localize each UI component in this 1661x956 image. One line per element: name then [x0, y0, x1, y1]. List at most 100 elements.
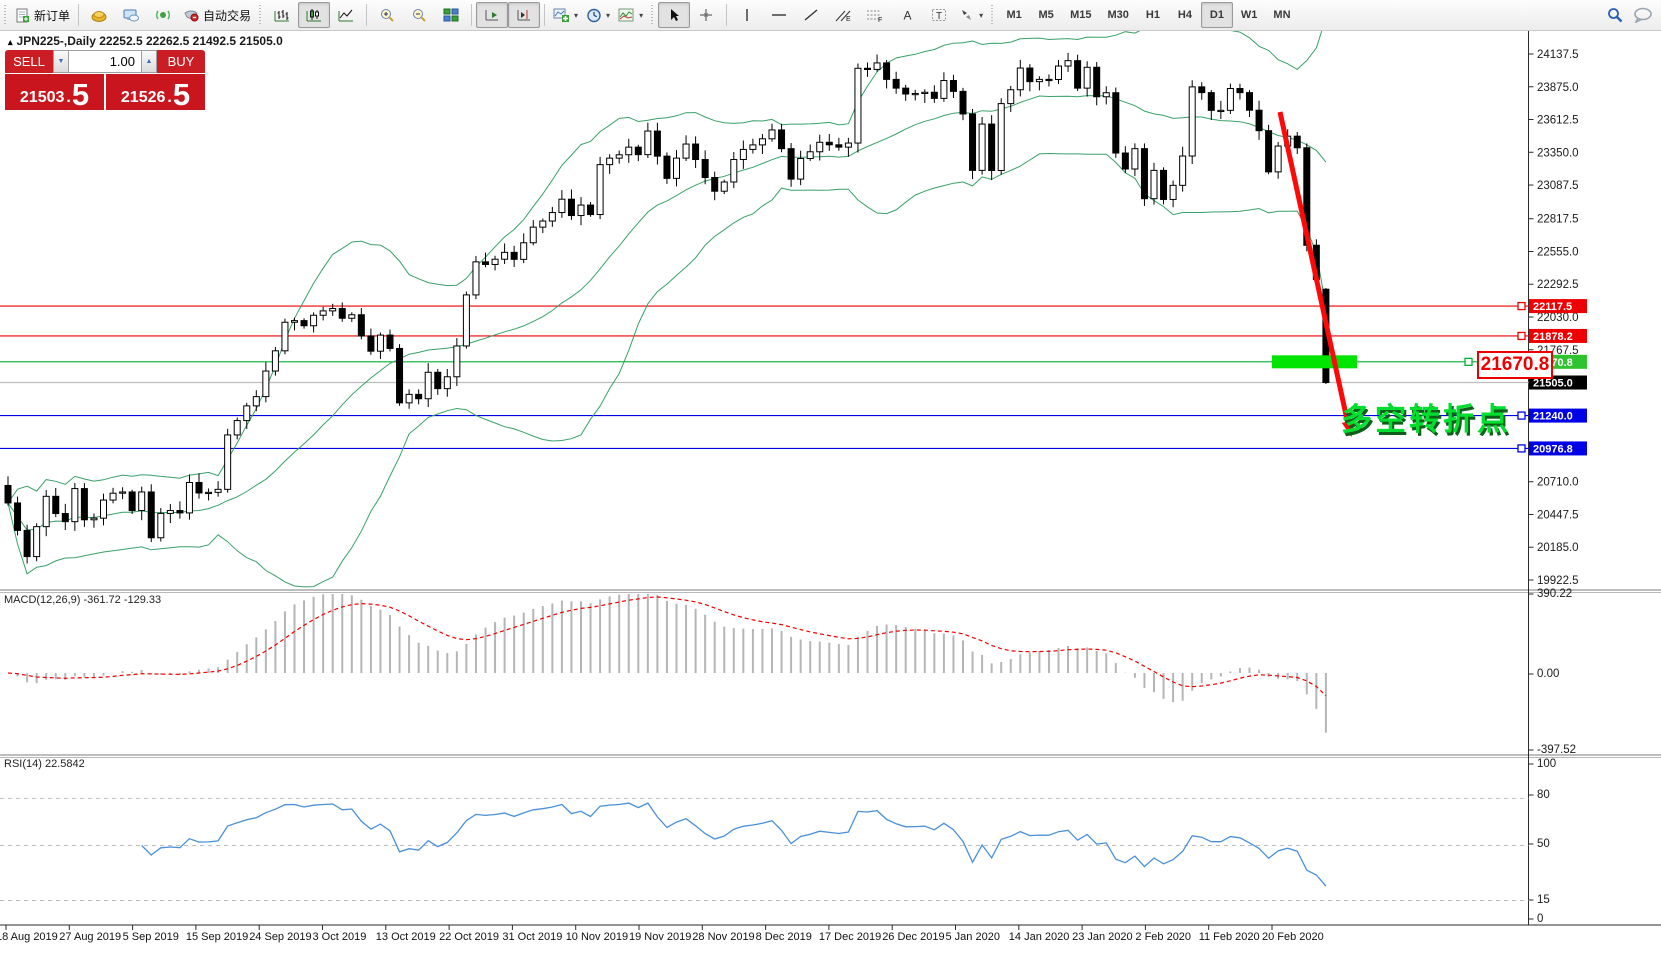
price-tick: 23612.5 [1537, 115, 1579, 127]
candlestick-chart-icon [306, 9, 322, 22]
signals-button[interactable] [147, 2, 179, 28]
crosshair-button[interactable] [690, 2, 722, 28]
tf-label: H1 [1145, 9, 1160, 21]
periods-caret-icon: ▾ [606, 10, 611, 20]
text-label-button[interactable]: T [923, 2, 955, 28]
chart-shift-button[interactable] [508, 2, 541, 28]
chart-shift-icon [517, 10, 531, 21]
volume-input[interactable] [69, 50, 141, 73]
tf-button-D1[interactable]: D1 [1200, 2, 1233, 28]
date-tick: 5 Jan 2020 [946, 931, 1000, 943]
price-line-label-text: 21505.0 [1533, 378, 1573, 390]
bar-chart-button[interactable] [266, 2, 298, 28]
rsi-axis-tick: 15 [1537, 894, 1550, 906]
arrows-caret-icon: ▾ [979, 10, 984, 20]
highlight-zone[interactable] [1272, 355, 1357, 369]
rsi-label: RSI(14) 22.5842 [4, 758, 85, 770]
equidistant-channel-button[interactable]: E [827, 2, 859, 28]
tf-button-M1[interactable]: M1 [998, 2, 1030, 28]
trendline-button[interactable] [795, 2, 827, 28]
tf-button-H4[interactable]: H4 [1169, 2, 1201, 28]
new-order-button[interactable]: 新订单 [11, 2, 74, 28]
date-tick: 22 Oct 2019 [439, 931, 499, 943]
line-chart-icon [338, 9, 354, 22]
line-chart-button[interactable] [330, 2, 362, 28]
tf-button-MN[interactable]: MN [1265, 2, 1298, 28]
indicators-icon [618, 8, 634, 22]
tf-button-M5[interactable]: M5 [1030, 2, 1062, 28]
volume-increase-button[interactable]: ▲ [141, 50, 157, 73]
date-tick: 24 Sep 2019 [249, 931, 311, 943]
autotrading-button[interactable]: 自动交易 [179, 2, 255, 28]
buy-price-box[interactable]: 21526 . 5 [106, 74, 205, 110]
line-handle[interactable] [1517, 301, 1526, 311]
price-line-label [1529, 328, 1587, 343]
price-tick: 23875.0 [1537, 82, 1579, 94]
auto-scroll-button[interactable] [476, 2, 509, 28]
date-tick: 17 Dec 2019 [819, 931, 881, 943]
clock-icon [587, 8, 601, 22]
fibonacci-button[interactable]: F [859, 2, 891, 28]
new-chart-button[interactable]: ▾ [549, 2, 582, 28]
tf-button-M30[interactable]: M30 [1100, 2, 1137, 28]
toolbar-grip[interactable] [3, 5, 8, 25]
price-line-label [1529, 375, 1587, 390]
panel-toggle-icon[interactable]: ▴ [8, 37, 13, 47]
price-tick: 20185.0 [1537, 542, 1579, 554]
arrows-button[interactable]: ▾ [955, 2, 987, 28]
vps-icon [123, 9, 140, 22]
date-tick: 13 Oct 2019 [376, 931, 436, 943]
new-chart-caret-icon: ▾ [574, 10, 579, 20]
tf-button-M15[interactable]: M15 [1062, 2, 1099, 28]
tile-windows-button[interactable] [435, 2, 467, 28]
line-handle[interactable] [1517, 411, 1526, 420]
zoom-in-button[interactable] [371, 2, 403, 28]
timeframe-toolbar: M1 M5 M15 M30 H1 H4 D1 W1 MN [998, 2, 1298, 28]
sell-price-box[interactable]: 21503 . 5 [5, 74, 104, 110]
tf-label: D1 [1209, 9, 1224, 21]
price-tick: 22555.0 [1537, 246, 1579, 258]
buy-price-dot: . [167, 89, 172, 106]
svg-text:F: F [878, 17, 882, 22]
price-line-label-text: 20976.8 [1533, 443, 1573, 455]
buy-button[interactable]: BUY [157, 50, 205, 73]
price-tick: 23350.0 [1537, 147, 1579, 159]
autotrading-icon [184, 10, 199, 22]
annotation-text[interactable]: 多空转折点 [1341, 402, 1511, 437]
line-handle[interactable] [1517, 444, 1526, 453]
date-tick: 19 Nov 2019 [629, 931, 691, 943]
price-tick: 22817.5 [1537, 214, 1579, 226]
price-tick: 23087.5 [1537, 180, 1579, 192]
rsi-axis-tick: 0 [1537, 913, 1543, 925]
price-line-label [1529, 408, 1587, 423]
callout-anchor-handle[interactable] [1464, 357, 1473, 366]
date-tick: 15 Sep 2019 [186, 931, 248, 943]
line-handle[interactable] [1517, 331, 1526, 341]
tf-button-W1[interactable]: W1 [1233, 2, 1266, 28]
crosshair-icon [700, 9, 713, 21]
candles [4, 52, 1330, 564]
search-icon[interactable] [1607, 7, 1623, 23]
horizontal-line-button[interactable] [763, 2, 795, 28]
trend-arrow-head[interactable] [1341, 420, 1355, 437]
candlestick-chart-button[interactable] [298, 2, 331, 28]
date-tick: 20 Feb 2020 [1262, 931, 1324, 943]
rsi-axis-tick: 80 [1537, 789, 1550, 801]
tf-button-H1[interactable]: H1 [1137, 2, 1169, 28]
sell-button[interactable]: SELL [5, 50, 53, 73]
vertical-line-button[interactable] [731, 2, 763, 28]
cursor-button[interactable] [658, 2, 691, 28]
price-callout-box[interactable]: 21670.8 [1477, 351, 1553, 379]
text-button[interactable]: A [891, 2, 923, 28]
trend-arrow[interactable] [1277, 111, 1351, 425]
market-button[interactable] [83, 2, 115, 28]
vps-button[interactable] [115, 2, 147, 28]
indicators-button[interactable]: ▾ [614, 2, 647, 28]
arrows-icon [962, 10, 972, 20]
volume-decrease-button[interactable]: ▼ [53, 50, 69, 73]
chat-icon[interactable] [1633, 7, 1653, 23]
zoom-out-button[interactable] [403, 2, 435, 28]
periods-button[interactable]: ▾ [582, 2, 614, 28]
